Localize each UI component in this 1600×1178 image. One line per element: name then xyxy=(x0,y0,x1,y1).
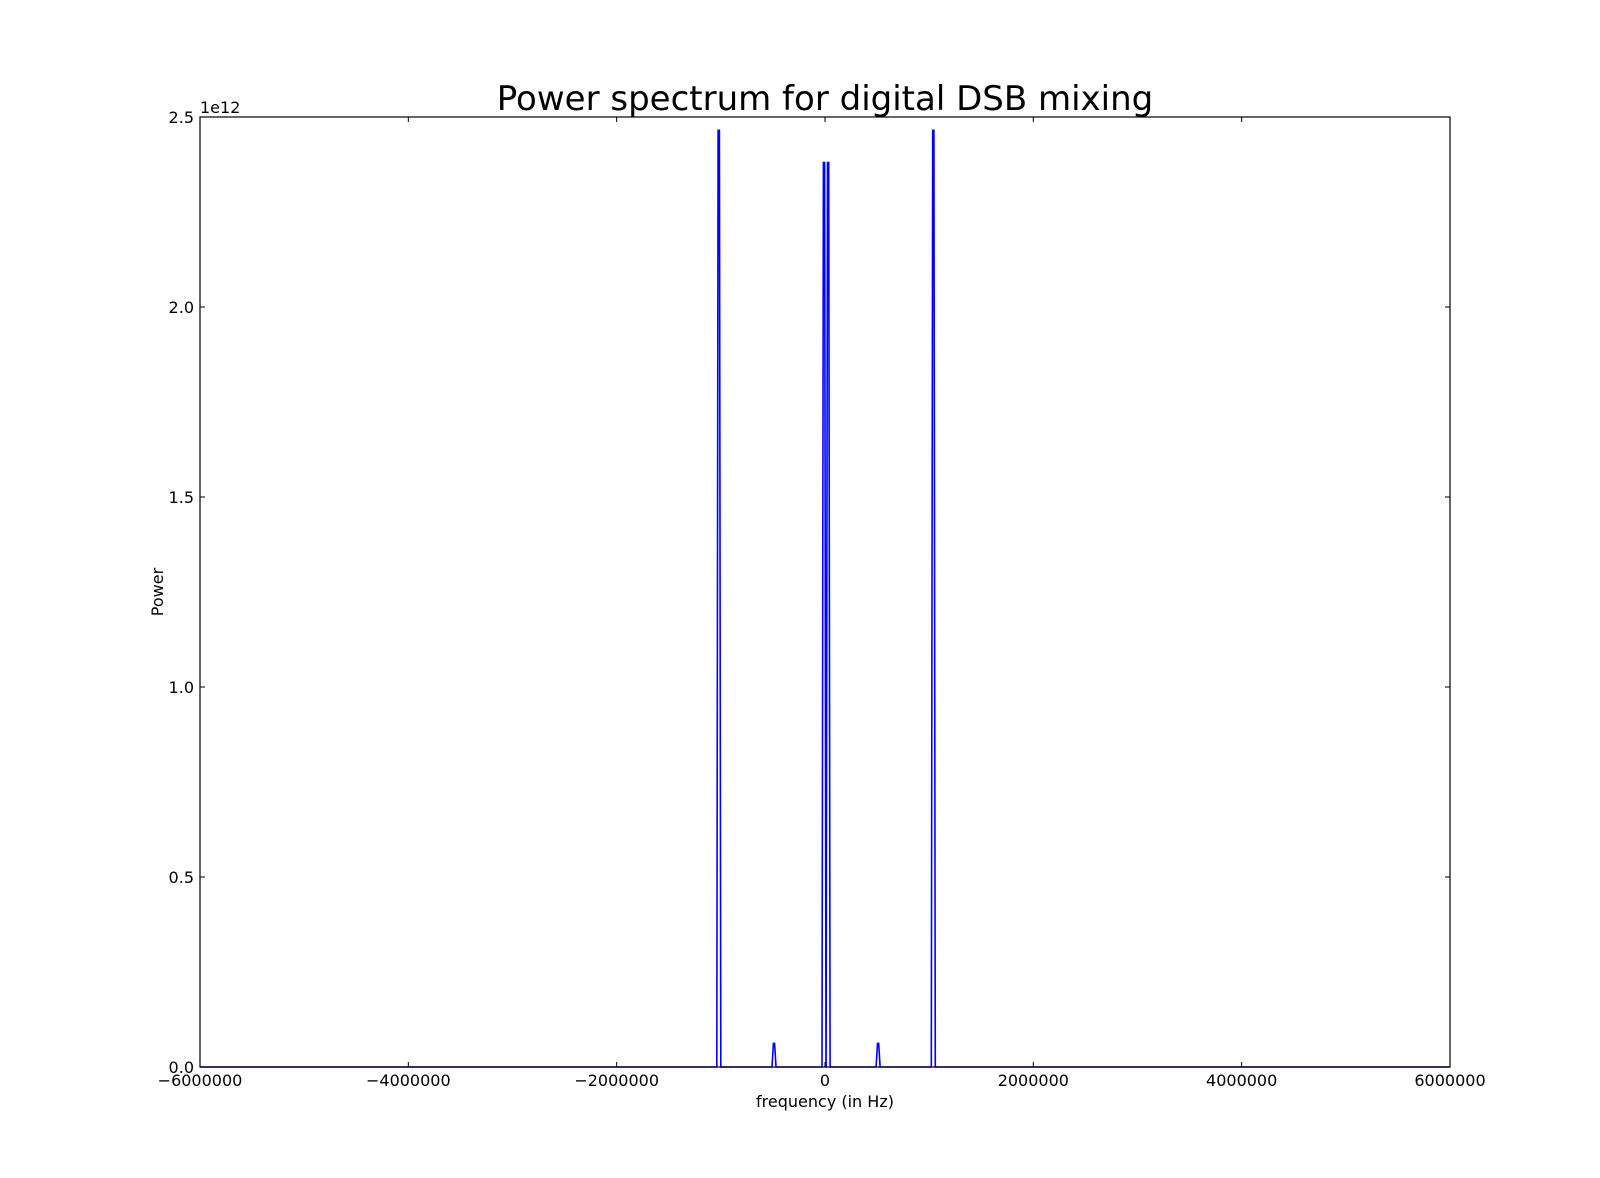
x-tick-label: 6000000 xyxy=(1414,1071,1485,1090)
y-axis-label: Power xyxy=(148,567,167,616)
x-tick-label: −2000000 xyxy=(574,1071,659,1090)
y-tick-label: 0.5 xyxy=(169,868,194,887)
x-axis-label: frequency (in Hz) xyxy=(756,1092,894,1111)
x-tick-label: 2000000 xyxy=(998,1071,1069,1090)
y-tick-label: 1.5 xyxy=(169,488,194,507)
y-offset-label: 1e12 xyxy=(200,98,240,117)
y-tick-label: 2.5 xyxy=(169,108,194,127)
y-tick-label: 1.0 xyxy=(169,678,194,697)
x-tick-label: −4000000 xyxy=(366,1071,451,1090)
y-tick-label: 2.0 xyxy=(169,298,194,317)
y-tick-label: 0.0 xyxy=(169,1058,194,1077)
x-tick-label: 4000000 xyxy=(1206,1071,1277,1090)
chart-title: Power spectrum for digital DSB mixing xyxy=(497,79,1154,119)
x-tick-label: 0 xyxy=(820,1071,830,1090)
